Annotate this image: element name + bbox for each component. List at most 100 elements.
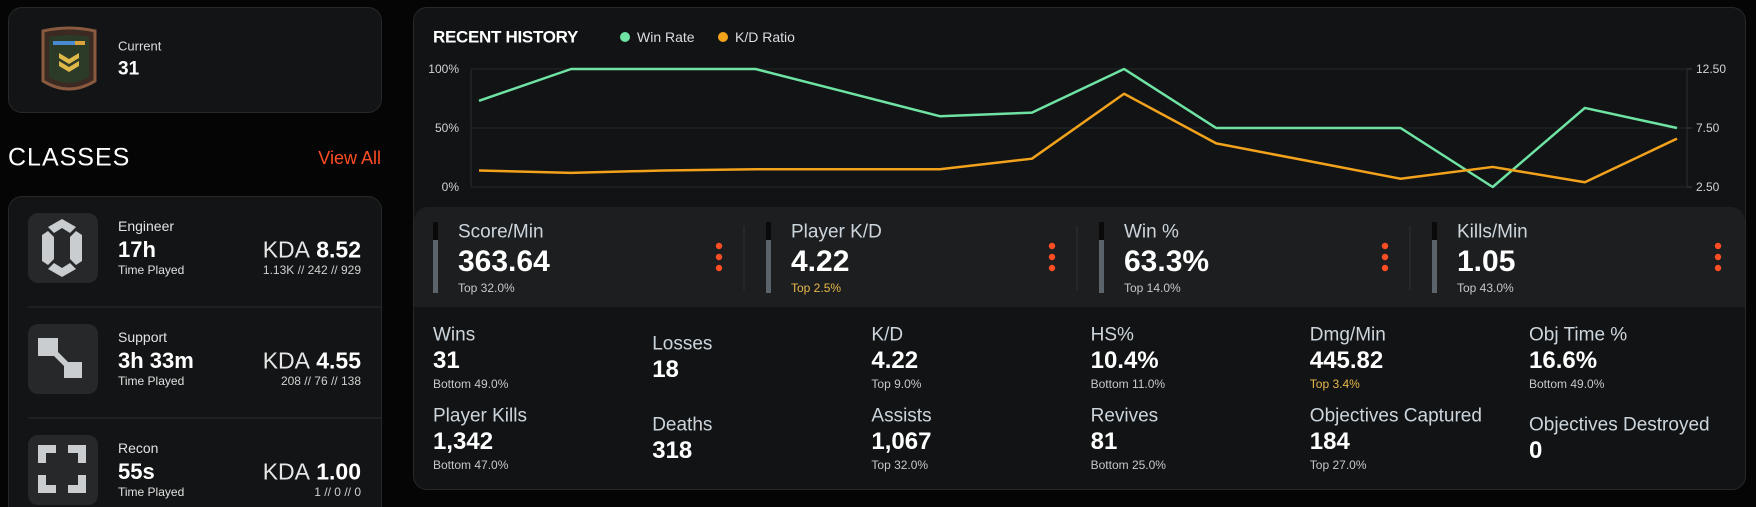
highlight-value: 63.3% [1124, 245, 1210, 278]
stat-sub: Bottom 11.0% [1090, 377, 1166, 391]
stat-value: 31 [433, 347, 460, 374]
stat-label: HS% [1090, 324, 1134, 346]
view-all[interactable]: View All [318, 148, 381, 168]
history-panel [413, 7, 1746, 490]
stat-label: K/D [871, 324, 904, 346]
stat-sub: Top 9.0% [871, 377, 922, 391]
stat-value: 16.6% [1529, 347, 1598, 374]
stat-value: 10.4% [1090, 347, 1159, 374]
class-time: 3h 33m [118, 348, 194, 373]
y2-tick-label: 12.50 [1696, 62, 1727, 76]
menu-dot[interactable] [1048, 242, 1056, 250]
menu-dot [1048, 264, 1056, 272]
classes-title: CLASSES [8, 143, 131, 172]
class-icon [28, 435, 98, 505]
y-tick-label: 0% [441, 180, 459, 194]
class-kda-label: KDA [262, 236, 310, 263]
y2-tick-label: 7.50 [1696, 121, 1720, 135]
class-icon [28, 213, 98, 283]
stat-label: Losses [652, 333, 713, 355]
highlight-value: 363.64 [458, 245, 550, 278]
stat-value: 445.82 [1309, 347, 1384, 374]
stat-value: 1,342 [433, 428, 494, 455]
menu-dot [1381, 264, 1389, 272]
stat-sub: Bottom 49.0% [1529, 377, 1605, 391]
menu-dot[interactable] [1714, 242, 1722, 250]
stat-label: Player Kills [433, 405, 527, 427]
rank-label: Current [118, 38, 162, 54]
rank-value: 31 [118, 58, 140, 80]
class-kda: 4.55 [316, 347, 361, 374]
stat-label: Revives [1090, 405, 1159, 427]
rank-card [8, 7, 382, 113]
highlight-label: Player K/D [791, 221, 882, 243]
y-tick-label: 50% [434, 121, 459, 135]
icon-bg [28, 213, 98, 283]
class-time: 17h [118, 237, 156, 262]
icon-shape [38, 338, 82, 378]
legend-dot [620, 32, 630, 42]
highlight-label: Win % [1124, 221, 1179, 243]
rank-badge [41, 26, 97, 91]
stat-sub: Bottom 47.0% [433, 458, 509, 472]
stat-label: Objectives Destroyed [1529, 414, 1710, 436]
class-time-label: Time Played [118, 263, 185, 277]
stat-value: 318 [652, 437, 693, 464]
series-line [478, 92, 1678, 184]
class-time-label: Time Played [118, 374, 185, 388]
menu-dot [715, 264, 723, 272]
stat-sub: Bottom 49.0% [433, 377, 509, 391]
percentile-bar-top [1099, 222, 1104, 240]
percentile-bar [1432, 222, 1437, 293]
stat-label: Dmg/Min [1309, 324, 1386, 346]
menu-dot [1381, 253, 1389, 261]
stat-label: Objectives Captured [1309, 405, 1482, 427]
stat-value: 184 [1309, 428, 1350, 455]
highlight-value: 1.05 [1457, 245, 1516, 278]
class-time: 55s [118, 459, 155, 484]
legend-label: K/D Ratio [735, 29, 795, 45]
legend-label: Win Rate [637, 29, 695, 45]
highlight-value: 4.22 [791, 245, 850, 278]
class-kda-label: KDA [262, 458, 310, 485]
stat-value: 1,067 [871, 428, 932, 455]
class-name: Support [118, 329, 168, 345]
class-kda-label: KDA [262, 347, 310, 374]
percentile-bar [1099, 222, 1104, 293]
stat-value: 0 [1529, 437, 1543, 464]
menu-dot[interactable] [1381, 242, 1389, 250]
class-icon [28, 324, 98, 394]
menu-dot [1048, 253, 1056, 261]
menu-dot [1714, 253, 1722, 261]
percentile-bar [433, 222, 438, 293]
stat-sub: Top 32.0% [871, 458, 929, 472]
class-kda: 1.00 [316, 458, 361, 485]
stat-label: Obj Time % [1529, 324, 1628, 346]
stat-sub: Top 27.0% [1309, 458, 1367, 472]
stat-label: Assists [871, 405, 932, 427]
menu-dot[interactable] [715, 242, 723, 250]
class-kda: 8.52 [316, 236, 361, 263]
class-name: Engineer [118, 218, 175, 234]
highlight-label: Score/Min [458, 221, 544, 243]
stat-value: 18 [652, 356, 679, 383]
class-name: Recon [118, 440, 159, 456]
legend-dot [718, 32, 728, 42]
stat-value: 81 [1090, 428, 1118, 455]
class-kda-detail: 1.13K // 242 // 929 [262, 263, 361, 277]
stat-label: Deaths [652, 414, 713, 436]
stat-value: 4.22 [871, 347, 919, 374]
y-tick-label: 100% [428, 62, 459, 76]
class-kda-detail: 208 // 76 // 138 [280, 374, 361, 388]
class-kda-detail: 1 // 0 // 0 [314, 485, 361, 499]
percentile-bar [766, 222, 771, 293]
stat-sub: Bottom 25.0% [1090, 458, 1166, 472]
stat-sub: Top 3.4% [1309, 377, 1360, 391]
icon-shape [38, 445, 86, 493]
highlight-sub: Top 43.0% [1457, 281, 1514, 295]
highlight-label: Kills/Min [1457, 221, 1528, 243]
stat-label: Wins [433, 324, 476, 346]
menu-dot [1714, 264, 1722, 272]
highlight-band [414, 207, 1745, 307]
